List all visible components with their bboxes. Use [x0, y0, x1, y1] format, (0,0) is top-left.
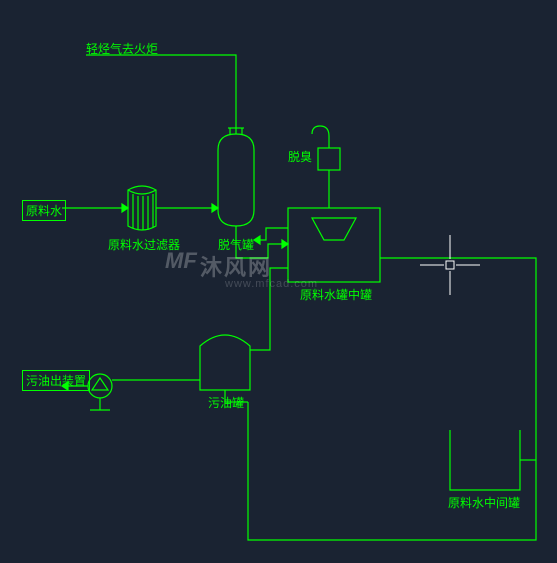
watermark-logo: MF — [165, 248, 197, 274]
arrow-filter-degas — [212, 204, 218, 212]
watermark-url: www.mfcad.com — [225, 278, 318, 290]
pump-equipment — [88, 374, 112, 410]
inter-tank-equipment — [450, 430, 520, 490]
filter-equipment — [128, 186, 156, 230]
label-top-left: 轻烃气去火炬 — [86, 40, 158, 57]
arrow-back — [254, 236, 260, 244]
degas-tank-equipment — [218, 128, 254, 226]
label-raw-water: 原料水 — [22, 200, 66, 221]
cursor-crosshair — [420, 235, 480, 295]
deodor-equipment — [312, 126, 340, 170]
label-oil-tank: 污油罐 — [208, 394, 244, 411]
label-deodor: 脱臭 — [288, 148, 312, 165]
label-oil-out: 污油出装置 — [22, 370, 90, 391]
arrow-degas-middle — [282, 240, 288, 248]
middle-tank-equipment — [288, 208, 380, 282]
label-inter-tank: 原料水中间罐 — [448, 494, 520, 511]
line-top-exit — [160, 55, 236, 134]
arrow-raw-water — [122, 204, 128, 212]
oil-tank-equipment — [200, 335, 250, 390]
